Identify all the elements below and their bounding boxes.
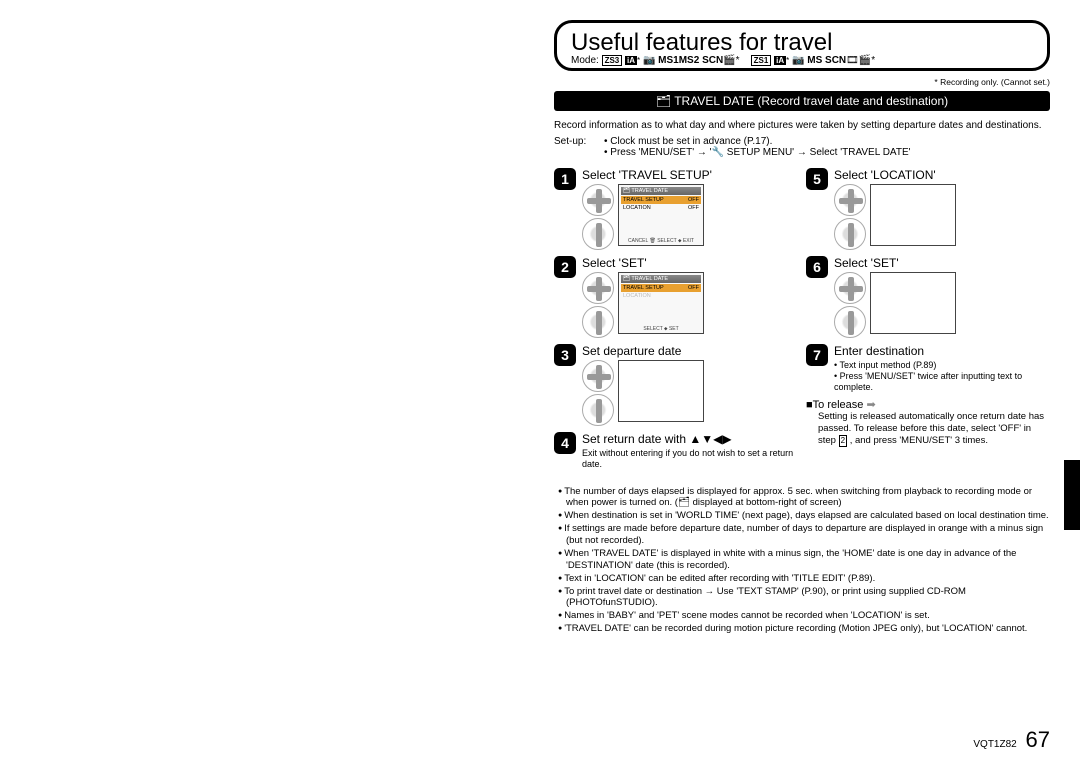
dpad-icon [582, 272, 614, 304]
lcd-screen-2: 🗂 TRAVEL DATE TRAVEL SETUPOFF LOCATION S… [618, 272, 704, 334]
title-box: Useful features for travel Mode: ZS3 iA*… [554, 20, 1050, 71]
dpad-icon [834, 218, 866, 250]
steps-col-right: 5 Select 'LOCATION' 6 Select 'SET' [806, 168, 1050, 476]
release-section: ■To release ➡ Setting is released automa… [806, 398, 1050, 447]
dpad-icon [582, 360, 614, 392]
steps-area: 1 Select 'TRAVEL SETUP' 🗂 TRAVEL DATE TR… [554, 168, 1050, 476]
dpad-icon [582, 306, 614, 338]
dpad-icon [834, 306, 866, 338]
dpad-icon [582, 394, 614, 426]
dpad-icon [582, 184, 614, 216]
step-3: 3 Set departure date [554, 344, 798, 426]
footnote: * Recording only. (Cannot set.) [554, 77, 1050, 87]
step-7: 7 Enter destination • Text input method … [806, 344, 1050, 392]
dpad-icon [582, 218, 614, 250]
step-4: 4 Set return date with ▲▼◀▶ Exit without… [554, 432, 798, 470]
step-5: 5 Select 'LOCATION' [806, 168, 1050, 250]
lcd-screen-1: 🗂 TRAVEL DATE TRAVEL SETUPOFF LOCATIONOF… [618, 184, 704, 246]
lcd-screen-blank [618, 360, 704, 422]
step-6: 6 Select 'SET' [806, 256, 1050, 338]
section-header: 🗂 TRAVEL DATE (Record travel date and de… [554, 91, 1050, 111]
page-footer: VQT1Z82 67 [973, 727, 1050, 753]
lcd-screen-blank [870, 184, 956, 246]
setup-row: Set-up: • Clock must be set in advance (… [554, 136, 1050, 158]
steps-col-left: 1 Select 'TRAVEL SETUP' 🗂 TRAVEL DATE TR… [554, 168, 798, 476]
release-text: Setting is released automatically once r… [818, 411, 1050, 447]
step-1: 1 Select 'TRAVEL SETUP' 🗂 TRAVEL DATE TR… [554, 168, 798, 250]
arrow-icon: ➡ [866, 399, 875, 411]
manual-page: Useful features for travel Mode: ZS3 iA*… [540, 0, 1080, 765]
notes-list: The number of days elapsed is displayed … [554, 486, 1050, 636]
page-title: Useful features for travel [571, 29, 1033, 57]
step-2: 2 Select 'SET' 🗂 TRAVEL DATE TRAVEL SETU… [554, 256, 798, 338]
step-7-sub: • Text input method (P.89) • Press 'MENU… [834, 360, 1050, 392]
dpad-icon [834, 184, 866, 216]
side-tab [1064, 460, 1080, 530]
mode-line: Mode: ZS3 iA* 📷 MS1MS2 SCN🎬* ZS1 iA* 📷 M… [571, 55, 1033, 66]
lcd-screen-blank [870, 272, 956, 334]
dpad-icon [834, 272, 866, 304]
intro-text: Record information as to what day and wh… [554, 119, 1050, 132]
